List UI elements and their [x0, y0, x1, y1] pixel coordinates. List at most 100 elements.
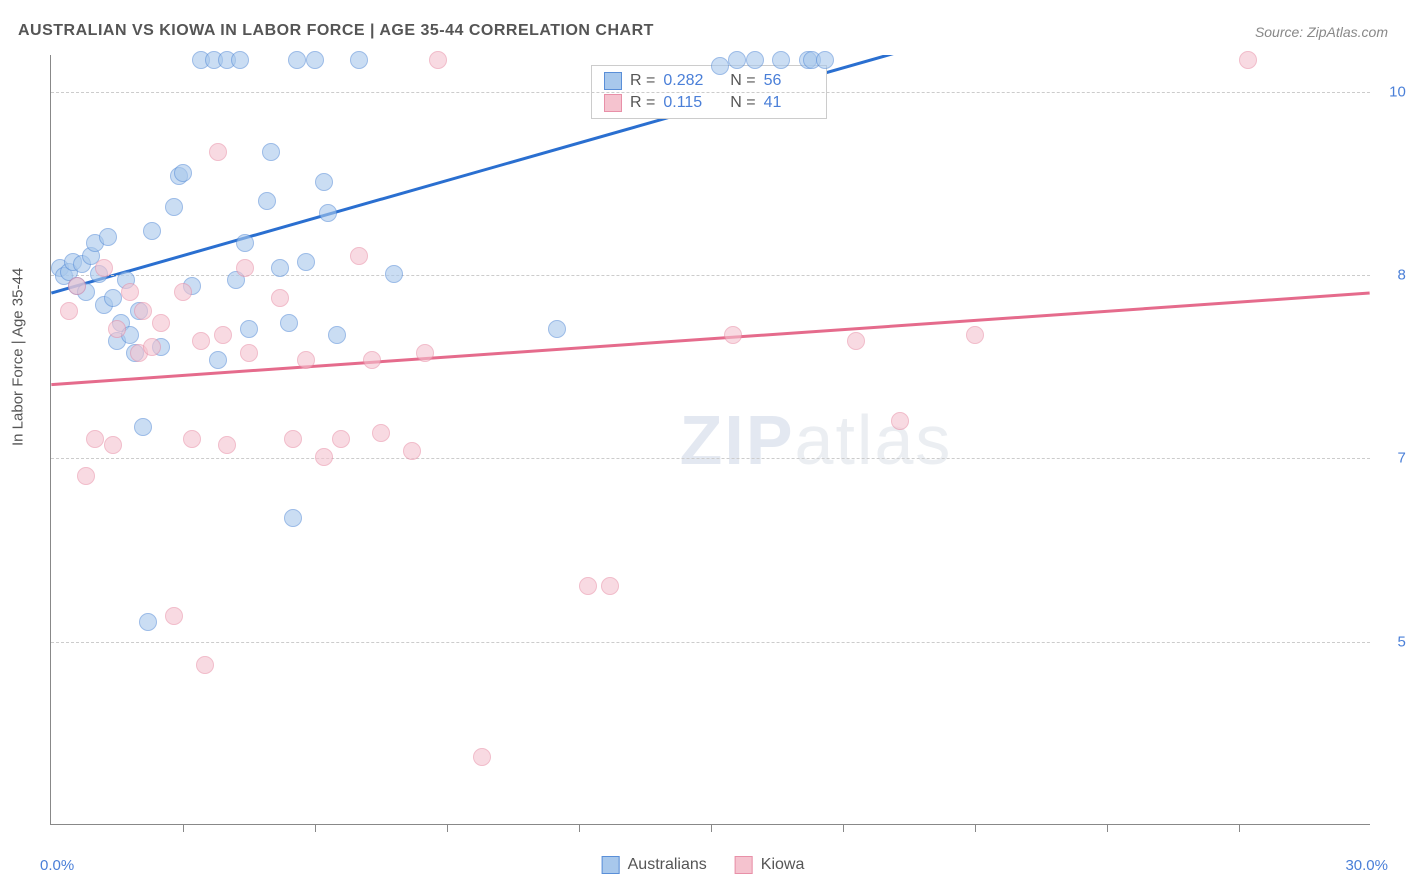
- x-axis-max-label: 30.0%: [1345, 857, 1388, 874]
- gridline: [51, 642, 1370, 643]
- scatter-point: [473, 748, 491, 766]
- scatter-point: [297, 253, 315, 271]
- scatter-point: [724, 326, 742, 344]
- scatter-point: [297, 351, 315, 369]
- scatter-point: [236, 259, 254, 277]
- scatter-point: [143, 338, 161, 356]
- scatter-point: [77, 467, 95, 485]
- legend-item: Australians: [602, 856, 707, 874]
- scatter-point: [363, 351, 381, 369]
- stat-n-label: N =: [721, 94, 755, 112]
- watermark: ZIPatlas: [680, 400, 953, 480]
- scatter-point: [143, 222, 161, 240]
- scatter-point: [372, 424, 390, 442]
- scatter-point: [319, 204, 337, 222]
- scatter-point: [183, 430, 201, 448]
- bottom-legend: Australians Kiowa: [602, 856, 805, 874]
- legend-item: Kiowa: [735, 856, 805, 874]
- stat-r-value: 0.282: [663, 72, 713, 90]
- stats-row: R = 0.115 N = 41: [604, 92, 814, 114]
- scatter-point: [711, 57, 729, 75]
- legend-swatch: [602, 856, 620, 874]
- y-tick-label: 70.0%: [1380, 450, 1406, 467]
- scatter-point: [165, 198, 183, 216]
- scatter-point: [262, 143, 280, 161]
- scatter-point: [196, 656, 214, 674]
- scatter-point: [315, 448, 333, 466]
- stat-r-label: R =: [630, 94, 655, 112]
- stat-n-label: N =: [721, 72, 755, 90]
- scatter-point: [240, 320, 258, 338]
- plot-area: ZIPatlas R = 0.282 N = 56R = 0.115 N = 4…: [50, 55, 1370, 825]
- scatter-point: [214, 326, 232, 344]
- scatter-point: [134, 302, 152, 320]
- scatter-point: [218, 436, 236, 454]
- x-tick: [1239, 824, 1240, 832]
- scatter-point: [174, 283, 192, 301]
- y-tick-label: 85.0%: [1380, 267, 1406, 284]
- gridline: [51, 92, 1370, 93]
- scatter-point: [416, 344, 434, 362]
- scatter-point: [288, 51, 306, 69]
- scatter-point: [165, 607, 183, 625]
- scatter-point: [328, 326, 346, 344]
- scatter-point: [332, 430, 350, 448]
- scatter-point: [231, 51, 249, 69]
- scatter-point: [236, 234, 254, 252]
- series-swatch: [604, 72, 622, 90]
- scatter-point: [108, 320, 126, 338]
- legend-label: Kiowa: [761, 856, 805, 874]
- scatter-point: [772, 51, 790, 69]
- scatter-point: [104, 289, 122, 307]
- scatter-point: [95, 259, 113, 277]
- x-tick: [447, 824, 448, 832]
- x-tick: [711, 824, 712, 832]
- scatter-point: [601, 577, 619, 595]
- scatter-point: [284, 430, 302, 448]
- watermark-atlas: atlas: [795, 401, 953, 479]
- scatter-point: [385, 265, 403, 283]
- legend-label: Australians: [628, 856, 707, 874]
- scatter-point: [350, 51, 368, 69]
- scatter-point: [1239, 51, 1257, 69]
- stats-row: R = 0.282 N = 56: [604, 70, 814, 92]
- scatter-point: [60, 302, 78, 320]
- trend-lines: [51, 55, 1370, 824]
- scatter-point: [816, 51, 834, 69]
- scatter-point: [240, 344, 258, 362]
- watermark-zip: ZIP: [680, 401, 795, 479]
- y-tick-label: 55.0%: [1380, 633, 1406, 650]
- scatter-point: [139, 613, 157, 631]
- stat-r-label: R =: [630, 72, 655, 90]
- scatter-point: [728, 51, 746, 69]
- scatter-point: [68, 277, 86, 295]
- scatter-point: [104, 436, 122, 454]
- scatter-point: [284, 509, 302, 527]
- scatter-point: [271, 259, 289, 277]
- series-swatch: [604, 94, 622, 112]
- x-axis-min-label: 0.0%: [40, 857, 74, 874]
- scatter-point: [966, 326, 984, 344]
- stat-r-value: 0.115: [663, 94, 713, 112]
- y-tick-label: 100.0%: [1380, 83, 1406, 100]
- stat-n-value: 56: [764, 72, 814, 90]
- chart-title: AUSTRALIAN VS KIOWA IN LABOR FORCE | AGE…: [18, 22, 654, 40]
- scatter-point: [315, 173, 333, 191]
- gridline: [51, 458, 1370, 459]
- scatter-point: [152, 314, 170, 332]
- x-tick: [843, 824, 844, 832]
- stat-n-value: 41: [764, 94, 814, 112]
- scatter-point: [209, 351, 227, 369]
- y-axis-title: In Labor Force | Age 35-44: [10, 268, 27, 446]
- legend-swatch: [735, 856, 753, 874]
- scatter-point: [548, 320, 566, 338]
- x-tick: [975, 824, 976, 832]
- scatter-point: [429, 51, 447, 69]
- scatter-point: [306, 51, 324, 69]
- scatter-point: [280, 314, 298, 332]
- scatter-point: [134, 418, 152, 436]
- scatter-point: [192, 332, 210, 350]
- source-attribution: Source: ZipAtlas.com: [1255, 24, 1388, 40]
- scatter-point: [891, 412, 909, 430]
- scatter-point: [209, 143, 227, 161]
